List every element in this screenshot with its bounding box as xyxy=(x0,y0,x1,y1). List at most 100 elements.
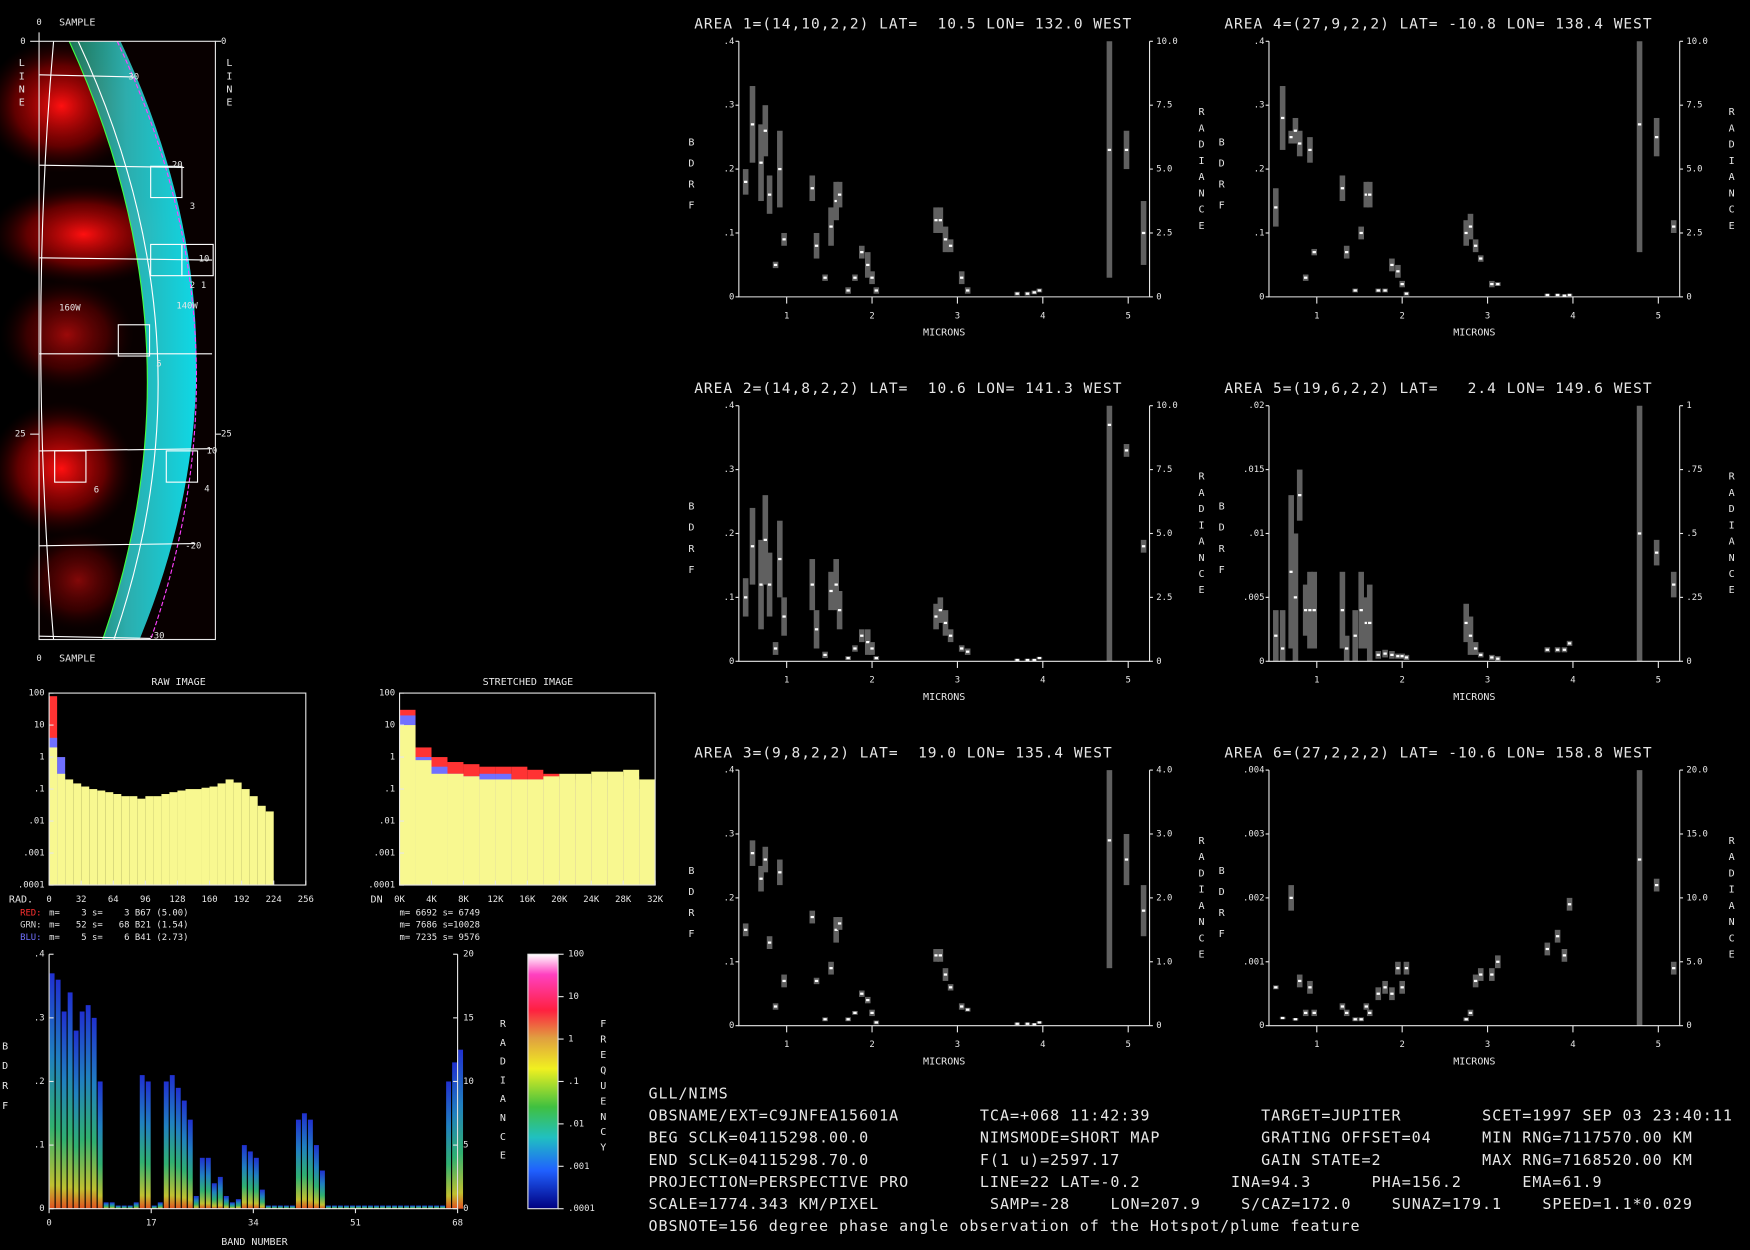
histogram-bar xyxy=(137,798,146,886)
data-point xyxy=(934,615,938,618)
data-point xyxy=(823,1018,827,1021)
data-point xyxy=(1473,244,1478,247)
data-point xyxy=(1025,658,1030,662)
map-label: 1 xyxy=(201,281,206,291)
data-point xyxy=(1383,289,1387,292)
data-point xyxy=(810,583,814,586)
data-point xyxy=(1637,123,1642,126)
y-tick-label: .001 xyxy=(374,849,395,859)
map-label: 160W xyxy=(59,304,81,314)
y2-tick-label: 0 xyxy=(1686,657,1691,667)
data-point xyxy=(1312,251,1316,254)
band-bar xyxy=(157,1202,163,1209)
x-tick-label: 5 xyxy=(1126,1040,1131,1050)
data-point xyxy=(870,276,874,279)
y2-tick-label: 1 xyxy=(1686,401,1691,411)
footer-title: GLL/NIMS xyxy=(648,1084,728,1102)
data-point xyxy=(837,609,842,612)
data-point xyxy=(1289,896,1293,899)
histogram-bar xyxy=(185,789,194,886)
histogram-bar xyxy=(415,760,432,886)
y-tick-label: .1 xyxy=(1254,228,1265,238)
band-bar xyxy=(193,1195,199,1209)
info-text: SAMP=-28 xyxy=(990,1195,1070,1213)
data-point xyxy=(743,596,748,599)
data-point xyxy=(846,289,850,292)
data-point xyxy=(1637,532,1642,535)
y-tick-label: 1 xyxy=(39,753,44,763)
data-point xyxy=(1274,634,1278,637)
band-bar xyxy=(79,1011,85,1209)
y2-axis-label: RADIANCE xyxy=(1196,107,1207,237)
data-point xyxy=(1280,1016,1285,1020)
data-point xyxy=(814,979,819,983)
data-point xyxy=(1368,1011,1372,1015)
y2-tick-label: .5 xyxy=(1686,529,1697,539)
band-bar xyxy=(67,992,73,1209)
map-label: -30 xyxy=(148,632,164,642)
x-tick-label: 96 xyxy=(140,895,151,905)
info-text: OBSNAME/EXT=C9JNFEA15601A xyxy=(648,1107,899,1125)
data-point xyxy=(750,852,755,855)
band-bar xyxy=(61,1011,67,1209)
y2-tick-label: 2.0 xyxy=(1156,893,1172,903)
data-point xyxy=(1567,642,1572,645)
x-tick-label: 12K xyxy=(487,895,504,905)
data-point xyxy=(1340,609,1345,612)
band-bar xyxy=(169,1075,175,1209)
histogram-bar xyxy=(145,796,154,886)
colorbar-label: 10 xyxy=(568,992,579,1002)
y2-tick-label: 5 xyxy=(463,1141,468,1151)
y2-axis-label: RADIANCE xyxy=(1726,472,1737,602)
data-point xyxy=(1490,282,1494,286)
map-frame xyxy=(38,40,216,641)
map-label: 140W xyxy=(176,301,198,311)
axis-label: SAMPLE xyxy=(59,653,95,664)
band-bar xyxy=(392,1205,397,1209)
y-axis-label: BDRF xyxy=(1216,502,1227,586)
band-bar xyxy=(374,1205,379,1209)
band-bar xyxy=(109,1202,115,1209)
x-tick-label: 3 xyxy=(1485,1040,1490,1050)
y-tick-label: 0 xyxy=(39,1204,44,1214)
info-text: TARGET=JUPITER xyxy=(1261,1107,1401,1125)
x-tick-label: 51 xyxy=(350,1219,361,1229)
histogram-bar xyxy=(257,805,266,886)
colorbar xyxy=(527,954,559,1209)
y2-axis-label: RADIANCE xyxy=(1726,836,1737,966)
band-bar xyxy=(307,1119,313,1209)
data-point xyxy=(1025,1022,1030,1025)
histogram-bar xyxy=(463,776,480,886)
y-axis-label: BDRF xyxy=(686,866,697,950)
colorbar-label: 100 xyxy=(568,950,584,960)
data-point xyxy=(823,276,827,279)
data-point xyxy=(1345,251,1349,254)
y-tick-label: .3 xyxy=(724,465,735,475)
histogram-bar xyxy=(97,790,106,886)
y-tick-label: .003 xyxy=(1243,829,1264,839)
data-point xyxy=(1304,276,1308,279)
histogram-bar xyxy=(241,789,250,886)
info-text: OBSNOTE=156 degree phase angle observati… xyxy=(648,1217,1360,1235)
histogram-bar xyxy=(607,771,624,886)
histogram-bar xyxy=(57,773,66,886)
info-text: F(1 u)=2597.17 xyxy=(980,1151,1120,1169)
y-tick-label: .2 xyxy=(724,165,735,175)
y2-tick-label: 5.0 xyxy=(1156,529,1172,539)
y-tick-label: .001 xyxy=(23,849,44,859)
area-box xyxy=(150,165,183,199)
data-point xyxy=(948,634,953,637)
data-point xyxy=(1359,231,1363,235)
x-axis-label: MICRONS xyxy=(1453,692,1495,703)
band-bar xyxy=(434,1205,440,1209)
x-tick-label: 4 xyxy=(1040,676,1045,686)
y-axis-label: BDRF xyxy=(1216,866,1227,950)
data-point xyxy=(1274,986,1278,989)
x-tick-label: 5 xyxy=(1656,676,1661,686)
x-tick-label: 32 xyxy=(76,895,87,905)
data-point xyxy=(773,1005,778,1008)
data-point xyxy=(1015,292,1019,295)
data-point xyxy=(1280,647,1285,650)
data-point xyxy=(934,954,938,957)
